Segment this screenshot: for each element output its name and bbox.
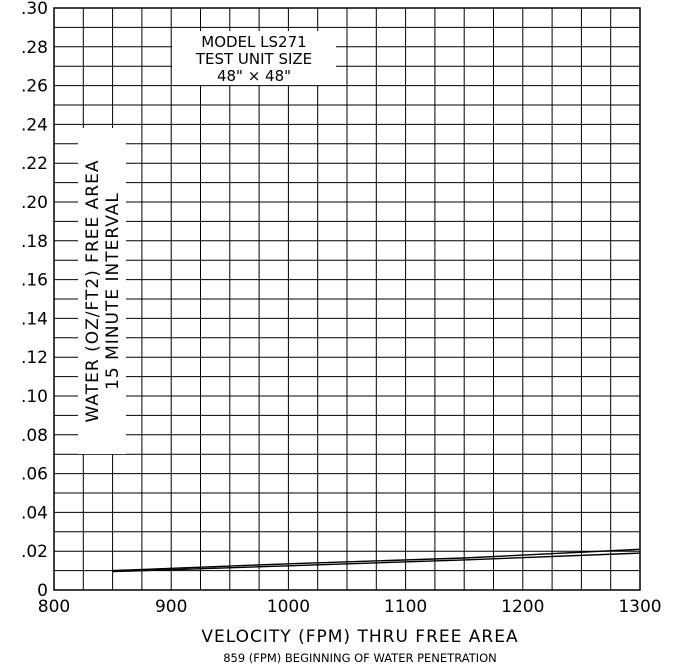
y-tick-labels: 0 .02 .04 .06 .08 .10 .12 .14 .16 .18 .20 .22 .24 .26… <box>21 0 48 601</box>
x-tick-labels: 800 900 1000 1100 1200 1300 <box>38 597 662 617</box>
y-tick-label: .02 <box>21 542 48 562</box>
x-tick-label: 800 <box>38 597 70 617</box>
x-tick-label: 900 <box>155 597 187 617</box>
data-series <box>112 548 641 573</box>
chart-note: 859 (FPM) BEGINNING OF WATER PENETRATION <box>223 651 497 665</box>
y-axis-label-line-2: 15 MINUTE INTERVAL <box>103 192 123 390</box>
grid-lines <box>53 7 641 591</box>
y-tick-label: .06 <box>21 465 48 485</box>
y-tick-label: .20 <box>21 193 48 213</box>
x-tick-label: 1200 <box>501 597 544 617</box>
y-tick-label: .18 <box>21 232 48 252</box>
x-tick-label: 1100 <box>384 597 427 617</box>
x-axis-label: VELOCITY (FPM) THRU FREE AREA <box>201 627 518 647</box>
y-tick-label: .14 <box>21 309 48 329</box>
y-tick-label: .04 <box>21 503 48 523</box>
chart-subtitle-line-2: 48" × 48" <box>217 67 291 85</box>
y-tick-label: .28 <box>21 38 48 58</box>
y-tick-label: .12 <box>21 348 48 368</box>
chart-subtitle-line-1: TEST UNIT SIZE <box>195 50 312 68</box>
y-tick-label: .30 <box>21 0 48 19</box>
y-tick-label: 0 <box>37 581 48 601</box>
plot-frame <box>53 7 641 591</box>
y-axis-label-line-1: WATER (OZ/FT2) FREE AREA <box>83 160 103 423</box>
series-line-1 <box>112 548 641 572</box>
x-tick-label: 1300 <box>618 597 661 617</box>
chart-title: MODEL LS271 <box>201 33 306 51</box>
plot-border <box>53 7 641 591</box>
series-line-2 <box>112 552 641 573</box>
y-tick-label: .24 <box>21 115 48 135</box>
y-tick-label: .26 <box>21 77 48 97</box>
y-tick-label: .22 <box>21 154 48 174</box>
y-tick-label: .08 <box>21 426 48 446</box>
x-tick-label: 1000 <box>267 597 310 617</box>
model-info-box: MODEL LS271 TEST UNIT SIZE 48" × 48" <box>172 31 336 85</box>
y-tick-label: .10 <box>21 387 48 407</box>
y-axis-label-box: WATER (OZ/FT2) FREE AREA 15 MINUTE INTER… <box>78 128 126 454</box>
y-tick-label: .16 <box>21 271 48 291</box>
